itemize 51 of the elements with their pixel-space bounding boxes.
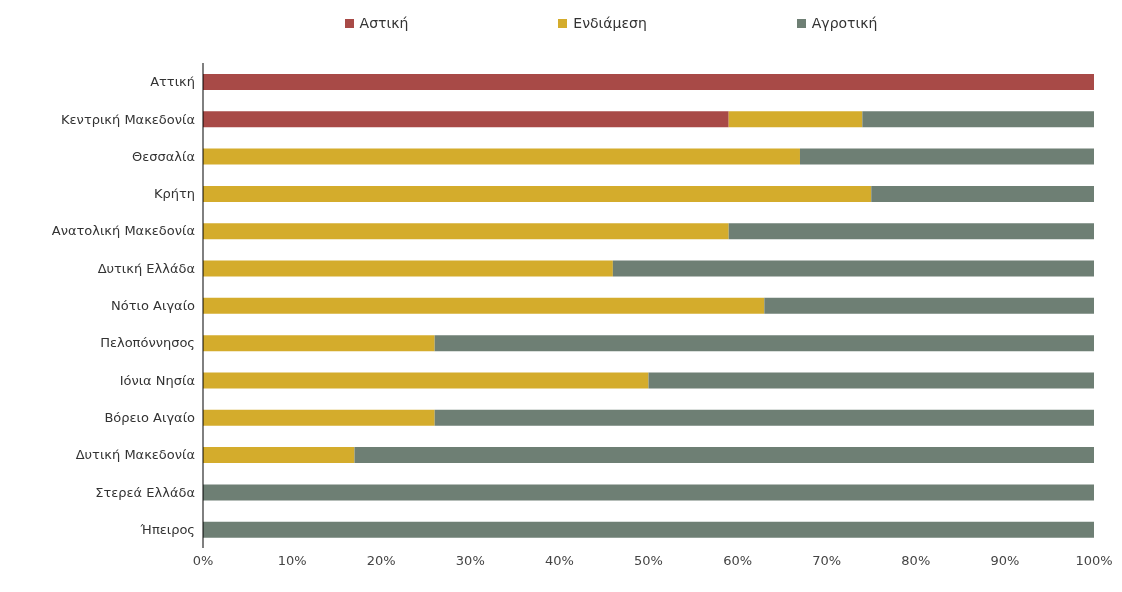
y-tick-label: Δυτική Ελλάδα xyxy=(97,260,195,276)
x-tick-label: 70% xyxy=(812,553,842,569)
bar xyxy=(434,335,1094,352)
x-tick-label: 100% xyxy=(1075,553,1113,569)
x-tick-label: 30% xyxy=(455,553,485,569)
y-tick-label: Ιόνια Νησία xyxy=(119,372,195,388)
y-tick-label: Αττική xyxy=(150,74,195,90)
y-tick-label: Ανατολική Μακεδονία xyxy=(51,223,195,239)
y-tick-label: Κρήτη xyxy=(153,186,195,202)
bar xyxy=(203,223,729,240)
y-tick-label: Νότιο Αιγαίο xyxy=(111,298,196,314)
legend-label: Αγροτική xyxy=(811,15,878,31)
bar xyxy=(203,74,1094,90)
bar xyxy=(862,111,1094,128)
legend-label: Ενδιάμεση xyxy=(573,15,647,31)
x-tick-label: 20% xyxy=(366,553,396,569)
y-tick-label: Πελοπόννησος xyxy=(100,335,195,351)
bar xyxy=(203,148,800,165)
x-tick-label: 10% xyxy=(277,553,307,569)
bar xyxy=(203,409,435,426)
bar xyxy=(648,372,1094,389)
bar xyxy=(203,335,435,352)
bar xyxy=(871,185,1094,202)
legend-label: Αστική xyxy=(359,15,409,31)
bar xyxy=(612,260,1094,277)
y-tick-label: Ήπειρος xyxy=(139,521,195,537)
bar xyxy=(203,185,872,202)
y-tick-label: Κεντρική Μακεδονία xyxy=(61,111,195,127)
y-tick-label: Θεσσαλία xyxy=(132,148,195,164)
bar xyxy=(203,521,1094,538)
bar xyxy=(203,297,765,314)
bar xyxy=(203,484,1094,501)
bar xyxy=(728,223,1094,240)
bar xyxy=(203,111,729,128)
x-tick-label: 50% xyxy=(634,553,663,569)
bar xyxy=(799,148,1094,165)
x-tick-label: 60% xyxy=(723,553,753,569)
y-tick-label: Στερεά Ελλάδα xyxy=(95,484,195,500)
x-tick-label: 0% xyxy=(192,553,214,569)
bar xyxy=(203,260,613,277)
y-tick-label: Δυτική Μακεδονία xyxy=(75,447,195,463)
bar xyxy=(434,409,1094,426)
bar xyxy=(728,111,863,128)
x-tick-label: 90% xyxy=(990,553,1020,569)
x-tick-label: 40% xyxy=(544,553,574,569)
bar xyxy=(354,447,1094,464)
bar xyxy=(203,372,649,389)
bar xyxy=(203,447,355,464)
y-tick-label: Βόρειο Αιγαίο xyxy=(104,410,196,426)
x-tick-label: 80% xyxy=(901,553,931,569)
bar xyxy=(764,297,1094,314)
